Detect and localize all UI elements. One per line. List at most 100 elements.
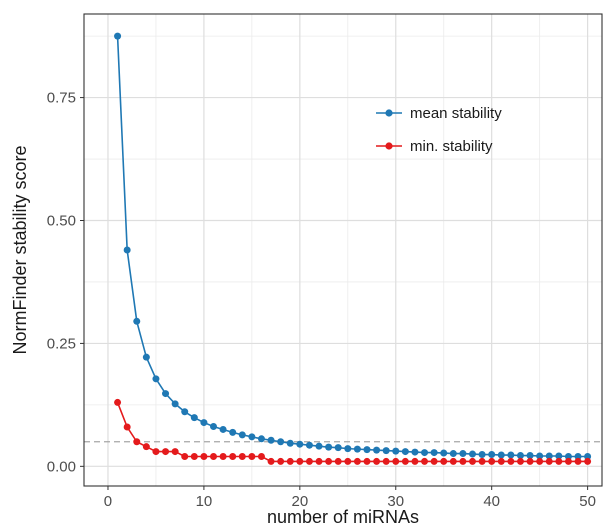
data-point-mean-stability (277, 438, 285, 446)
data-point-min-stability (488, 457, 496, 465)
data-point-mean-stability (296, 440, 304, 448)
data-point-mean-stability (305, 441, 313, 449)
data-point-mean-stability (142, 353, 150, 361)
data-point-mean-stability (171, 400, 179, 408)
data-point-mean-stability (229, 428, 237, 436)
data-point-mean-stability (181, 408, 189, 416)
x-tick-label: 40 (483, 493, 500, 510)
data-point-mean-stability (373, 446, 381, 454)
data-point-min-stability (238, 453, 246, 460)
data-point-min-stability (315, 457, 323, 465)
data-point-min-stability (219, 453, 227, 460)
x-axis: 0 10 20 30 40 50 (104, 486, 596, 510)
x-axis-title: number of miRNAs (267, 507, 419, 527)
data-point-min-stability (382, 457, 390, 465)
major-gridlines (84, 14, 602, 486)
data-point-mean-stability (248, 433, 256, 441)
data-point-min-stability (286, 457, 294, 465)
data-point-mean-stability (411, 448, 419, 456)
y-axis-title: NormFinder stability score (10, 145, 30, 354)
data-point-mean-stability (478, 451, 486, 459)
data-point-mean-stability (545, 452, 553, 460)
legend-label-mean: mean stability (410, 105, 502, 122)
data-point-mean-stability (449, 450, 457, 458)
data-point-min-stability (469, 457, 476, 465)
data-point-min-stability (478, 457, 486, 465)
data-point-mean-stability (584, 453, 592, 460)
data-point-min-stability (411, 457, 419, 465)
data-point-mean-stability (123, 246, 131, 254)
data-point-min-stability (210, 453, 217, 460)
x-tick-label: 20 (291, 493, 308, 510)
data-point-mean-stability (564, 453, 572, 460)
data-point-mean-stability (267, 436, 275, 444)
data-point-min-stability (401, 457, 409, 465)
y-tick-label: 0.25 (47, 335, 76, 352)
data-point-mean-stability (440, 449, 448, 457)
data-point-mean-stability (200, 419, 208, 427)
data-point-mean-stability (238, 431, 246, 439)
data-point-min-stability (421, 457, 429, 465)
data-point-mean-stability (536, 452, 544, 460)
data-point-min-stability (526, 457, 534, 465)
data-point-min-stability (584, 457, 592, 465)
data-point-mean-stability (574, 453, 582, 460)
data-point-mean-stability (353, 445, 361, 453)
data-point-min-stability (344, 457, 352, 465)
data-point-mean-stability (162, 390, 170, 398)
data-point-min-stability (564, 457, 572, 465)
data-point-min-stability (392, 457, 400, 465)
data-point-mean-stability (459, 450, 467, 458)
data-point-mean-stability (488, 451, 496, 459)
data-point-min-stability (248, 453, 256, 460)
plot-border (83, 13, 603, 487)
data-point-mean-stability (114, 32, 122, 40)
data-point-mean-stability (257, 435, 265, 443)
minor-gridlines (84, 14, 602, 486)
legend: mean stability min. stability (376, 105, 502, 155)
data-point-min-stability (353, 457, 361, 465)
data-point-mean-stability (430, 449, 438, 457)
data-point-mean-stability (363, 446, 371, 454)
x-tick-label: 30 (387, 493, 404, 510)
data-point-mean-stability (190, 414, 198, 422)
data-point-min-stability (574, 457, 582, 465)
data-point-min-stability (190, 453, 198, 460)
data-point-mean-stability (497, 451, 505, 459)
data-point-mean-stability (555, 452, 563, 460)
data-point-min-stability (440, 457, 448, 465)
data-point-min-stability (142, 443, 150, 451)
data-point-min-stability (114, 398, 122, 406)
legend-key-point-min (385, 142, 393, 150)
data-point-mean-stability (325, 443, 333, 451)
data-point-min-stability (229, 453, 237, 460)
data-point-min-stability (277, 457, 285, 465)
data-point-min-stability (123, 423, 131, 431)
data-point-min-stability (200, 453, 208, 460)
data-point-min-stability (257, 453, 265, 460)
data-point-min-stability (325, 457, 333, 465)
y-tick-label: 0.00 (47, 458, 76, 475)
plot-background (84, 14, 602, 486)
y-tick-label: 0.50 (47, 213, 76, 230)
data-point-mean-stability (210, 423, 217, 431)
data-point-min-stability (449, 457, 457, 465)
data-point-mean-stability (469, 450, 476, 458)
data-point-min-stability (430, 457, 438, 465)
data-point-mean-stability (344, 445, 352, 453)
series-layer (114, 32, 592, 465)
data-point-min-stability (545, 457, 553, 465)
data-point-min-stability (152, 448, 160, 456)
x-tick-label: 50 (579, 493, 596, 510)
data-point-mean-stability (286, 439, 294, 447)
data-point-min-stability (459, 457, 467, 465)
data-point-mean-stability (392, 447, 400, 455)
data-point-min-stability (267, 457, 275, 465)
data-point-mean-stability (507, 451, 515, 459)
data-point-mean-stability (516, 452, 524, 460)
data-point-mean-stability (382, 447, 390, 455)
data-point-min-stability (363, 457, 371, 465)
data-point-min-stability (162, 448, 170, 456)
data-point-mean-stability (219, 425, 227, 433)
